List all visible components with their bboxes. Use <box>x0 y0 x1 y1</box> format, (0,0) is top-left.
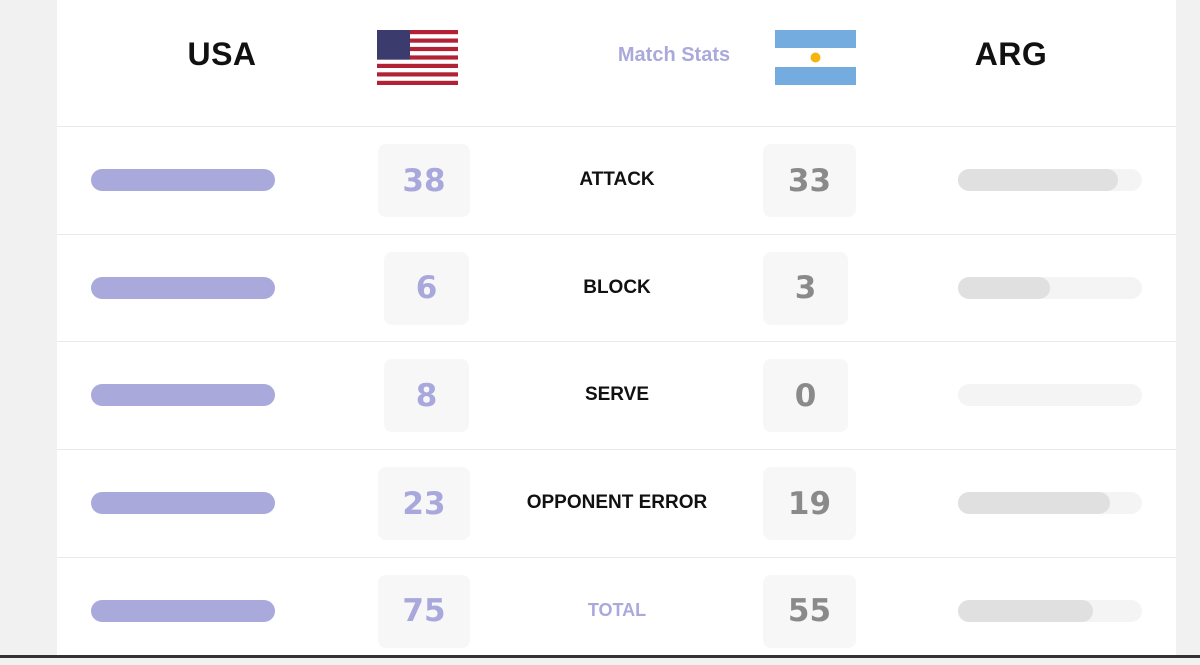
stat-label: ATTACK <box>579 169 655 190</box>
home-bar <box>91 492 275 515</box>
home-value: 8 <box>384 359 469 433</box>
arg-flag <box>775 30 856 85</box>
stats-card: USA Match Stats ARG 38 ATTACK 33 6 BLOCK 3 8 SE… <box>57 0 1176 655</box>
away-track <box>958 599 1142 622</box>
usa-flag <box>377 30 458 85</box>
home-bar <box>91 276 275 299</box>
home-bar <box>91 169 275 191</box>
total-row: 75 TOTAL 55 <box>57 556 1176 665</box>
home-bar <box>91 384 275 407</box>
home-value: 75 <box>378 574 470 648</box>
stat-row: 38 ATTACK 33 <box>57 126 1176 234</box>
away-team: ARG <box>974 36 1048 72</box>
away-value: 19 <box>763 467 856 541</box>
stat-row: 23 OPPONENT ERROR 19 <box>57 449 1176 557</box>
stat-label: SERVE <box>584 384 650 406</box>
home-value: 23 <box>378 467 470 541</box>
away-track <box>958 276 1142 299</box>
header-title: Match Stats <box>617 44 731 66</box>
away-track <box>958 384 1142 407</box>
home-value: 6 <box>384 251 469 325</box>
away-value: 55 <box>763 574 856 648</box>
stat-label: OPPONENT ERROR <box>526 492 708 514</box>
home-value: 38 <box>378 144 470 217</box>
bottom-edge <box>0 655 1200 658</box>
stat-row: 8 SERVE 0 <box>57 341 1176 449</box>
stat-row: 6 BLOCK 3 <box>57 233 1176 342</box>
away-bar <box>958 276 1050 299</box>
away-bar <box>958 599 1093 622</box>
away-track <box>958 169 1142 191</box>
away-value: 0 <box>763 359 848 433</box>
stat-label: BLOCK <box>583 276 651 298</box>
away-bar <box>958 492 1110 515</box>
stat-label: TOTAL <box>587 599 647 620</box>
away-value: 3 <box>763 251 848 325</box>
away-track <box>958 492 1142 515</box>
away-bar <box>958 169 1118 191</box>
home-bar <box>91 599 275 622</box>
away-value: 33 <box>763 144 856 217</box>
home-team: USA <box>187 36 257 72</box>
